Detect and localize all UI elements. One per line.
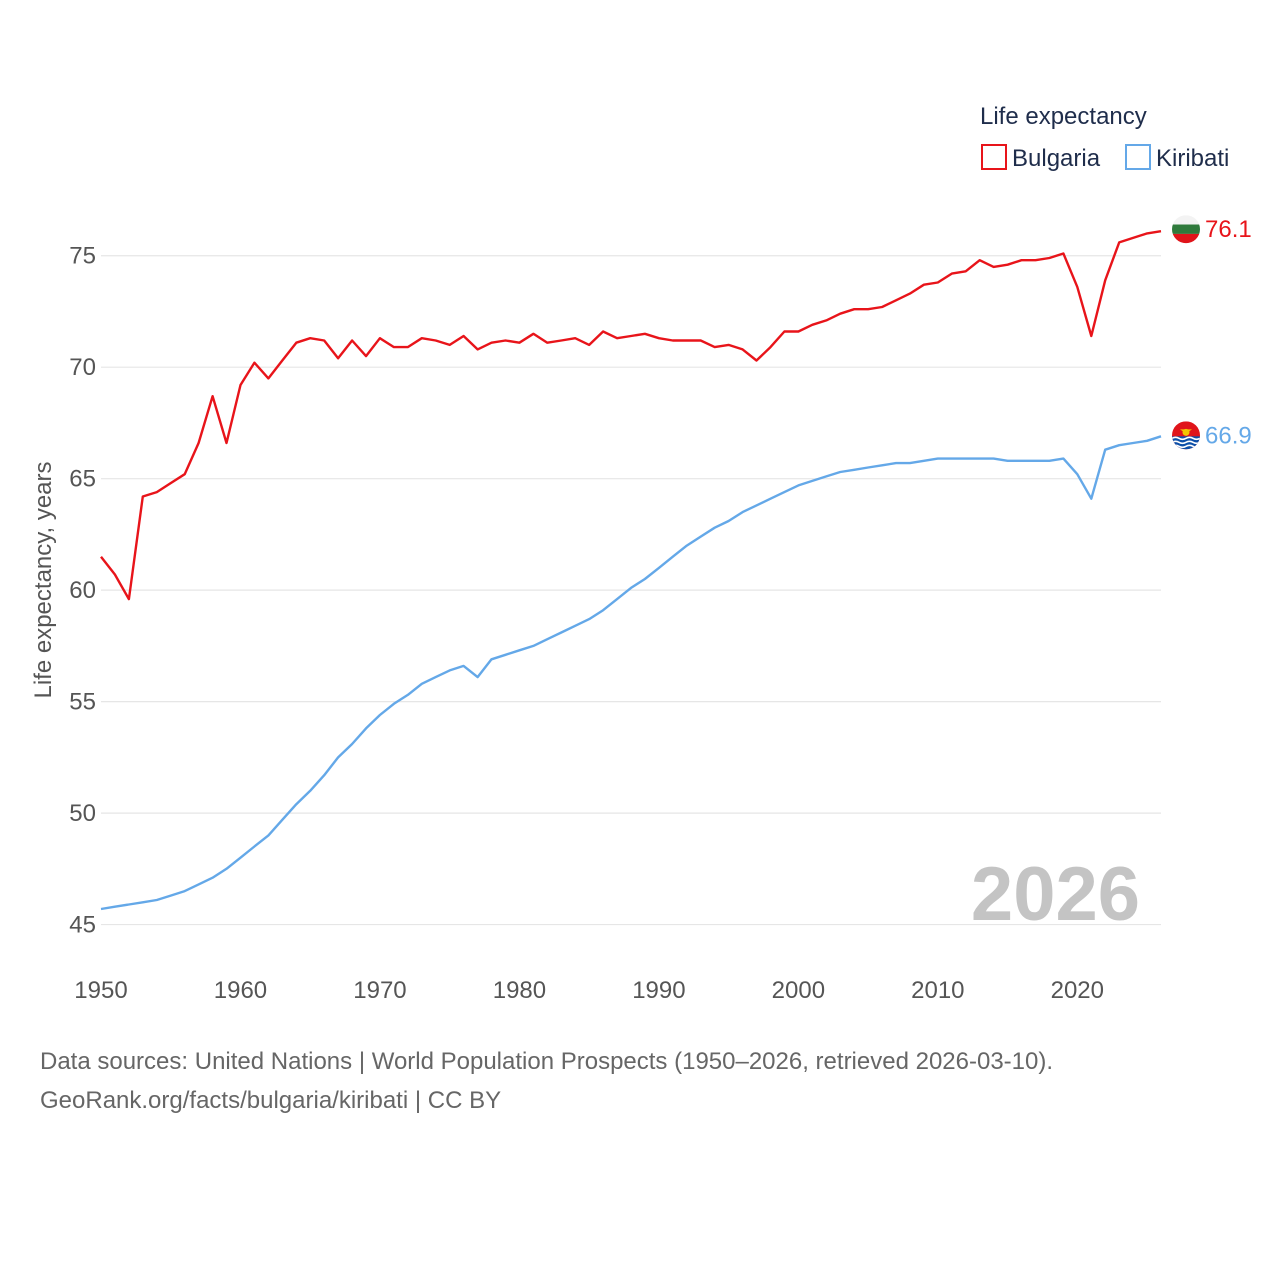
x-tick-label: 2010 (911, 977, 964, 1004)
kiribati-flag-icon (1172, 421, 1200, 450)
y-tick-label: 65 (69, 466, 96, 493)
x-tick-label: 1980 (493, 977, 546, 1004)
legend-label-bulgaria: Bulgaria (1012, 145, 1101, 172)
y-tick-label: 55 (69, 689, 96, 716)
end-value-label-bulgaria: 76.1 (1205, 216, 1252, 243)
y-tick-label: 50 (69, 800, 96, 827)
legend-item-bulgaria[interactable]: Bulgaria (981, 144, 1101, 172)
series-line-bulgaria (100, 230, 1162, 601)
x-tick-label: 2000 (772, 977, 825, 1004)
y-tick-label: 60 (69, 577, 96, 604)
x-tick-label: 1950 (74, 977, 127, 1004)
source-line-1: Data sources: United Nations | World Pop… (40, 1048, 1053, 1075)
x-tick-label: 2020 (1051, 977, 1104, 1004)
legend-title: Life expectancy (980, 103, 1147, 130)
bulgaria-flag-icon (1172, 215, 1200, 244)
x-tick-label: 1990 (632, 977, 685, 1004)
legend: Life expectancy Bulgaria Kiribati (980, 103, 1229, 172)
legend-swatch-kiribati (1125, 144, 1151, 170)
source-line-2[interactable]: GeoRank.org/facts/bulgaria/kiribati | CC… (40, 1087, 501, 1114)
current-year-label: 2026 (971, 852, 1140, 937)
x-tick-label: 1960 (214, 977, 267, 1004)
y-axis-title: Life expectancy, years (30, 461, 57, 698)
x-tick-label: 1970 (353, 977, 406, 1004)
legend-item-kiribati[interactable]: Kiribati (1125, 144, 1229, 172)
y-tick-label: 75 (69, 243, 96, 270)
x-axis-ticks: 1950 1960 1970 1980 1990 2000 2010 2020 (74, 977, 1104, 1004)
legend-swatch-bulgaria (981, 144, 1007, 170)
legend-label-kiribati: Kiribati (1156, 145, 1229, 172)
series-line-kiribati (100, 435, 1162, 911)
y-tick-label: 45 (69, 912, 96, 939)
y-axis-ticks: 45 50 55 60 65 70 75 (69, 243, 96, 939)
end-value-label-kiribati: 66.9 (1205, 422, 1252, 449)
gridlines (101, 255, 1161, 926)
y-tick-label: 70 (69, 354, 96, 381)
